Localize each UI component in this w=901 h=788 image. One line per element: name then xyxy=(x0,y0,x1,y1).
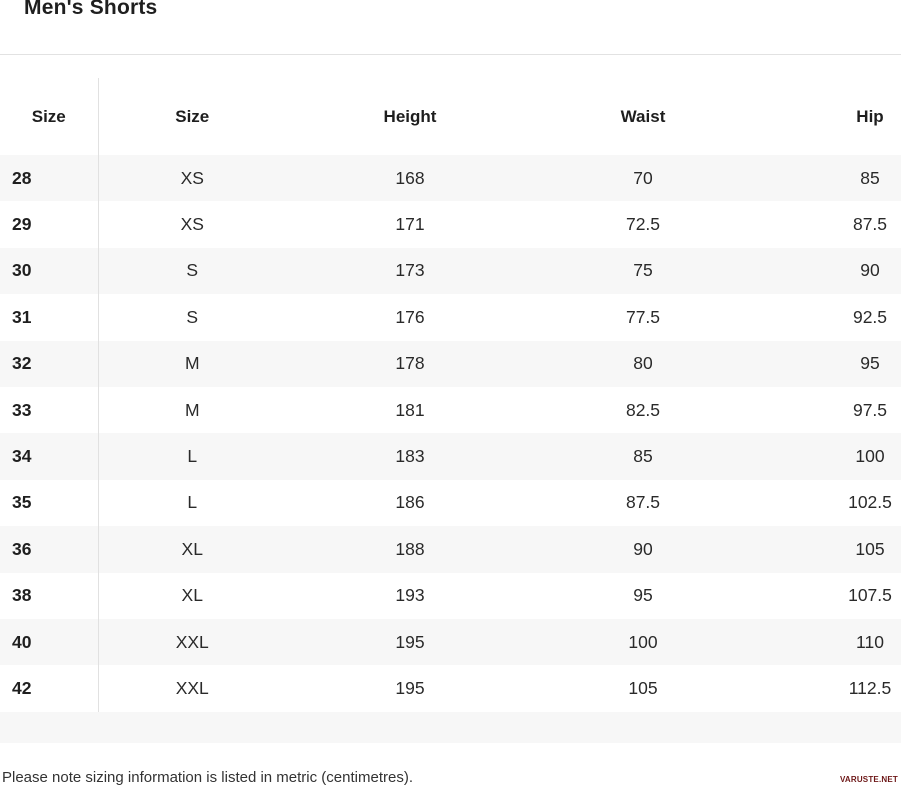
table-row: 40 XXL 195 100 110 xyxy=(0,618,901,666)
table-cell: 181 xyxy=(395,399,425,420)
table-cell: 105 xyxy=(855,538,885,559)
table-cell: XS xyxy=(180,214,204,235)
table-cell: 29 xyxy=(0,201,99,248)
table-cell: 82.5 xyxy=(625,399,661,420)
table-cell: 32 xyxy=(0,340,99,387)
table-cell: M xyxy=(184,399,200,420)
column-header-size-letter: Size xyxy=(175,106,210,126)
table-cell: 195 xyxy=(395,631,425,652)
table-cell: 188 xyxy=(395,538,425,559)
table-row: 29 XS 171 72.5 87.5 xyxy=(0,201,901,248)
table-cell: 31 xyxy=(0,294,99,341)
size-table-header: Size Size Height Waist Hip xyxy=(0,78,901,155)
table-cell: 42 xyxy=(0,665,99,712)
table-row: 28 XS 168 70 85 xyxy=(0,155,901,202)
size-table-viewport: Size Size Height Waist Hip 28 XS 168 70 85 29… xyxy=(0,78,901,712)
table-cell: 34 xyxy=(0,433,99,480)
table-cell: 85 xyxy=(633,446,653,467)
table-cell: 75 xyxy=(633,260,653,281)
table-row: 38 XL 193 95 107.5 xyxy=(0,572,901,619)
table-cell: 105 xyxy=(628,677,658,698)
column-header-height: Height xyxy=(383,106,437,126)
table-cell: 183 xyxy=(395,446,425,467)
table-cell: 87.5 xyxy=(625,492,661,513)
table-cell: XXL xyxy=(175,631,209,652)
table-cell: 112.5 xyxy=(848,677,892,698)
table-cell: XS xyxy=(180,167,204,188)
size-table: Size Size Height Waist Hip 28 XS 168 70 85 29… xyxy=(0,78,901,712)
table-cell: 171 xyxy=(395,214,425,235)
table-cell: L xyxy=(187,446,198,467)
table-cell: 36 xyxy=(0,526,99,573)
table-cell: 38 xyxy=(0,572,99,619)
column-header-waist: Waist xyxy=(620,106,666,126)
table-cell: 100 xyxy=(628,631,658,652)
table-cell: M xyxy=(184,353,200,374)
table-row: 42 XXL 195 105 112.5 xyxy=(0,665,901,712)
table-cell: 30 xyxy=(0,247,99,295)
table-cell: 90 xyxy=(633,538,653,559)
table-cell: L xyxy=(187,492,198,513)
table-cell: 70 xyxy=(633,167,653,188)
table-cell: 107.5 xyxy=(848,585,892,606)
table-cell: 85 xyxy=(860,167,880,188)
column-header-hip: Hip xyxy=(856,106,884,126)
table-row: 35 L 186 87.5 102.5 xyxy=(0,479,901,527)
table-cell: 173 xyxy=(395,260,425,281)
table-cell: 72.5 xyxy=(625,214,661,235)
table-cell: 193 xyxy=(395,585,425,606)
table-cell: 178 xyxy=(395,353,425,374)
table-cell: 28 xyxy=(0,155,99,202)
column-header-size: Size xyxy=(0,78,99,155)
table-row: 30 S 173 75 90 xyxy=(0,247,901,295)
table-cell: 97.5 xyxy=(852,399,888,420)
table-cell: 77.5 xyxy=(625,306,661,327)
header-row: Size Size Height Waist Hip xyxy=(0,78,901,155)
table-cell: 176 xyxy=(395,306,425,327)
table-cell: 186 xyxy=(395,492,425,513)
table-cell: 102.5 xyxy=(848,492,892,513)
table-row: 32 M 178 80 95 xyxy=(0,340,901,387)
table-cell: 110 xyxy=(856,631,884,652)
table-cell: S xyxy=(186,306,199,327)
table-cell: 195 xyxy=(395,677,425,698)
table-row: 31 S 176 77.5 92.5 xyxy=(0,294,901,341)
footer-strip xyxy=(0,712,901,743)
table-cell: 87.5 xyxy=(852,214,888,235)
table-cell: 80 xyxy=(633,353,653,374)
table-cell: 40 xyxy=(0,618,99,666)
metric-note: Please note sizing information is listed… xyxy=(2,769,413,786)
watermark-logo: VARUSTE.NET xyxy=(839,775,898,784)
table-row: 34 L 183 85 100 xyxy=(0,433,901,480)
table-cell: XL xyxy=(181,585,203,606)
table-cell: XXL xyxy=(175,677,209,698)
table-cell: 35 xyxy=(0,479,99,527)
table-cell: XL xyxy=(181,538,203,559)
table-cell: 33 xyxy=(0,386,99,434)
table-cell: 92.5 xyxy=(852,306,888,327)
size-table-body: 28 XS 168 70 85 29 XS 171 72.5 87.5 30 S 173 75 90 31 S 1… xyxy=(0,155,901,712)
top-separator xyxy=(0,54,901,55)
table-row: 36 XL 188 90 105 xyxy=(0,526,901,573)
table-row: 33 M 181 82.5 97.5 xyxy=(0,386,901,434)
table-cell: 95 xyxy=(633,585,653,606)
table-cell: S xyxy=(186,260,199,281)
table-cell: 100 xyxy=(855,446,885,467)
page-title: Men's Shorts xyxy=(24,0,158,19)
table-cell: 90 xyxy=(860,260,880,281)
table-cell: 168 xyxy=(395,167,425,188)
table-cell: 95 xyxy=(860,353,880,374)
